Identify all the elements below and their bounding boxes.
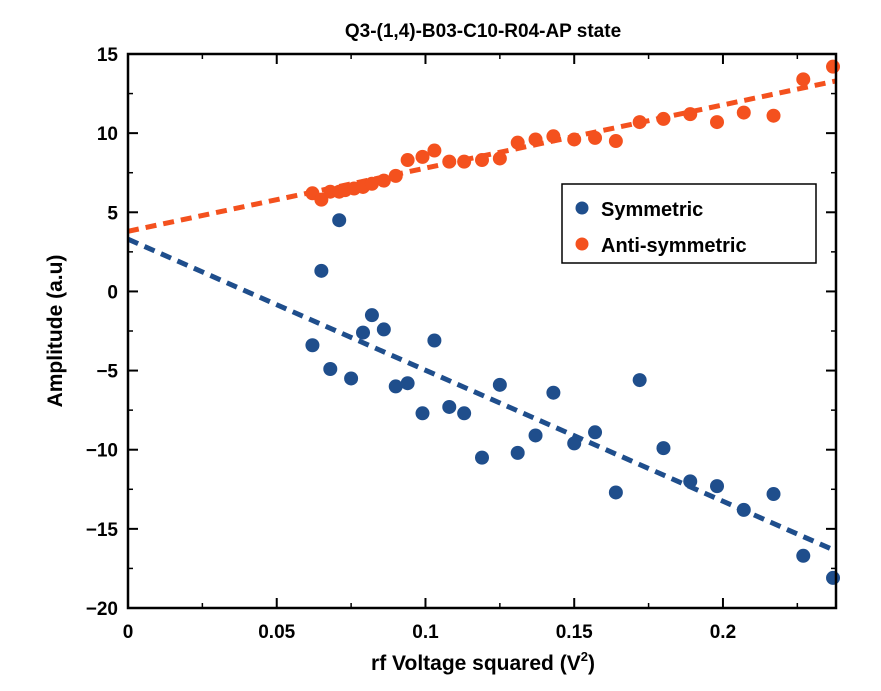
point-symmetric bbox=[475, 450, 489, 465]
x-axis-label-superscript: 2 bbox=[581, 649, 588, 664]
point-symmetric bbox=[796, 548, 811, 563]
point-anti-symmetric bbox=[736, 105, 751, 120]
x-axis-label: rf Voltage squared (V2) bbox=[371, 649, 595, 675]
y-axis-label: Amplitude (a.u) bbox=[44, 255, 67, 408]
legend-label-symmetric: Symmetric bbox=[601, 199, 703, 221]
point-symmetric bbox=[415, 406, 430, 421]
point-anti-symmetric bbox=[766, 108, 781, 123]
point-symmetric bbox=[323, 361, 338, 376]
point-symmetric bbox=[736, 502, 751, 517]
point-anti-symmetric bbox=[528, 132, 543, 147]
x-tick-label: 0.05 bbox=[258, 622, 295, 643]
point-anti-symmetric bbox=[376, 173, 391, 188]
y-tick-label: −20 bbox=[86, 599, 118, 620]
point-symmetric bbox=[314, 263, 329, 278]
point-anti-symmetric bbox=[796, 72, 811, 87]
x-tick-label: 0.1 bbox=[412, 622, 439, 643]
y-tick-label: −5 bbox=[96, 362, 118, 383]
y-tick-label: 5 bbox=[107, 203, 118, 224]
legend-marker-anti-symmetric bbox=[575, 237, 589, 251]
point-symmetric bbox=[608, 485, 623, 500]
point-anti-symmetric bbox=[442, 154, 457, 169]
point-symmetric bbox=[510, 445, 525, 460]
y-tick-label: 0 bbox=[107, 282, 118, 303]
point-symmetric bbox=[588, 425, 603, 440]
point-symmetric bbox=[710, 479, 725, 494]
point-symmetric bbox=[400, 376, 415, 391]
point-anti-symmetric bbox=[427, 143, 442, 158]
point-symmetric bbox=[427, 333, 442, 348]
point-anti-symmetric bbox=[632, 115, 647, 130]
chart-title: Q3-(1,4)-B03-C10-R04-AP state bbox=[345, 21, 621, 42]
point-symmetric bbox=[356, 325, 371, 340]
point-symmetric bbox=[376, 322, 391, 337]
y-tick-label: 10 bbox=[97, 124, 118, 145]
point-symmetric bbox=[388, 379, 403, 394]
x-axis-label-main: rf Voltage squared (V bbox=[371, 652, 581, 675]
point-anti-symmetric bbox=[546, 129, 561, 144]
point-anti-symmetric bbox=[608, 134, 623, 149]
point-symmetric bbox=[344, 371, 359, 386]
point-anti-symmetric bbox=[588, 130, 603, 145]
point-symmetric bbox=[305, 338, 320, 353]
point-anti-symmetric bbox=[364, 176, 379, 191]
point-symmetric bbox=[683, 474, 698, 489]
legend-marker-symmetric bbox=[575, 201, 589, 215]
legend: Symmetric Anti-symmetric bbox=[561, 183, 817, 264]
point-symmetric bbox=[546, 385, 561, 400]
point-symmetric bbox=[528, 428, 543, 443]
y-tick-label: −15 bbox=[86, 520, 119, 541]
point-anti-symmetric bbox=[388, 168, 403, 183]
y-tick-label: −10 bbox=[86, 441, 118, 462]
fit-lines bbox=[126, 78, 838, 554]
point-symmetric bbox=[457, 406, 472, 421]
axis-ticks: 0 0.05 0.1 0.15 0.2 15 10 5 0 −5 −10 −15 −20 bbox=[86, 45, 836, 643]
point-symmetric bbox=[332, 213, 347, 228]
data-points bbox=[305, 59, 841, 585]
x-tick-label: 0.2 bbox=[710, 622, 736, 643]
y-tick-label: 15 bbox=[97, 45, 119, 66]
plot-frame bbox=[126, 52, 838, 610]
fit-line-symmetric bbox=[126, 236, 838, 554]
point-symmetric bbox=[826, 570, 841, 585]
x-tick-label: 0 bbox=[123, 622, 134, 643]
point-anti-symmetric bbox=[710, 115, 725, 130]
point-symmetric bbox=[364, 308, 379, 323]
point-anti-symmetric bbox=[510, 135, 525, 150]
point-symmetric bbox=[442, 399, 457, 414]
point-symmetric bbox=[567, 436, 582, 451]
x-tick-label: 0.15 bbox=[556, 622, 593, 643]
point-symmetric bbox=[632, 373, 647, 388]
point-symmetric bbox=[656, 441, 671, 456]
legend-box bbox=[561, 183, 817, 264]
point-anti-symmetric bbox=[457, 154, 472, 169]
point-symmetric bbox=[766, 487, 781, 502]
point-anti-symmetric bbox=[826, 59, 841, 74]
point-anti-symmetric bbox=[415, 149, 430, 164]
point-anti-symmetric bbox=[656, 111, 671, 126]
legend-label-anti-symmetric: Anti-symmetric bbox=[601, 235, 747, 257]
point-anti-symmetric bbox=[475, 153, 489, 168]
point-anti-symmetric bbox=[400, 153, 415, 168]
point-anti-symmetric bbox=[683, 107, 698, 122]
point-anti-symmetric bbox=[567, 132, 582, 147]
point-symmetric bbox=[492, 377, 507, 392]
point-anti-symmetric bbox=[492, 151, 507, 166]
x-axis-label-close: ) bbox=[588, 652, 595, 675]
